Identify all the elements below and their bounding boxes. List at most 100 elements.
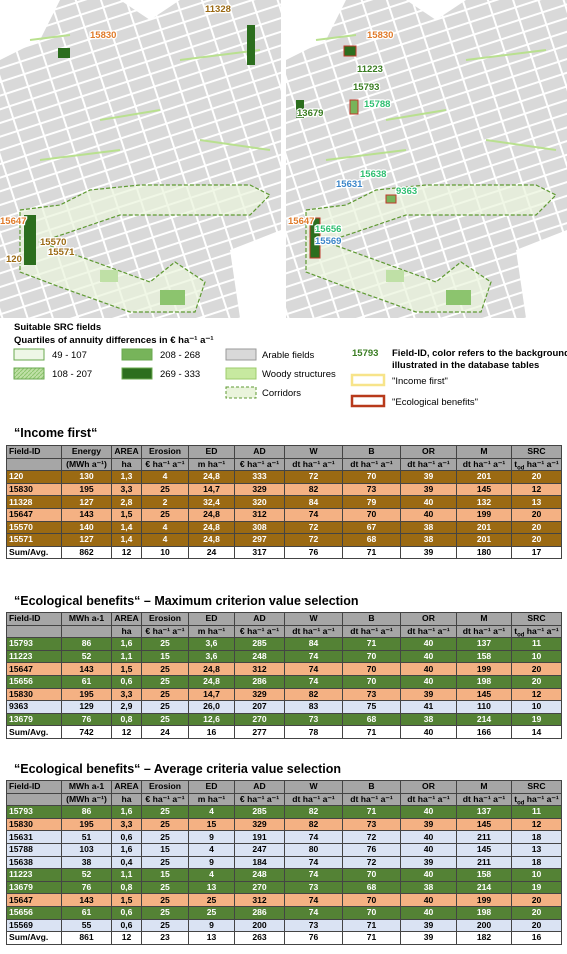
data-cell: 74 [284, 830, 343, 844]
header-cell: ha [111, 624, 142, 639]
data-cell: 74 [284, 674, 343, 689]
data-cell: 3,3 [111, 687, 142, 702]
data-cell: 73 [342, 687, 401, 702]
data-cell: 3,6 [188, 649, 235, 664]
data-cell: 82 [284, 817, 343, 832]
data-cell: 61 [61, 674, 112, 689]
data-row: 13679 76 0,8 25 13 270 73 68 38 214 19 [6, 880, 562, 895]
data-cell: 10 [511, 649, 562, 664]
swatch [225, 386, 257, 399]
header-cell: Field-ID [6, 445, 62, 459]
data-cell: 18 [511, 830, 562, 844]
data-cell: 0,8 [111, 712, 142, 727]
data-cell: 1,6 [111, 805, 142, 819]
data-cell: 15 [141, 842, 189, 857]
unit-part: t [514, 625, 518, 636]
data-cell: 10 [511, 868, 562, 882]
data-row: 15830 195 3,3 25 15 329 82 73 39 145 12 [6, 817, 562, 832]
data-cell: 4 [188, 842, 235, 857]
data-cell: 70 [342, 470, 401, 484]
data-cell: 71 [342, 918, 401, 933]
data-cell: 72 [342, 830, 401, 844]
data-cell: 40 [400, 649, 457, 664]
data-cell: 1,3 [111, 470, 142, 484]
data-cell: 15638 [6, 855, 62, 870]
header-cell: AD [234, 780, 285, 794]
data-cell: 70 [342, 905, 401, 920]
data-cell: 25 [141, 687, 189, 702]
data-cell: 214 [456, 712, 512, 727]
data-row: 15830 195 3,3 25 14,7 329 82 73 39 145 12 [6, 482, 562, 497]
field-label: 15793 [353, 82, 379, 93]
data-cell: 1,1 [111, 868, 142, 882]
data-cell: 20 [511, 533, 562, 547]
field-patch [385, 194, 397, 204]
data-cell: 82 [284, 687, 343, 702]
data-cell: 127 [61, 533, 112, 547]
data-cell: 70 [342, 662, 401, 676]
unit-part: od [517, 800, 525, 806]
data-cell: 270 [234, 712, 285, 727]
data-cell: 201 [456, 470, 512, 484]
legend-subtitle: Quartiles of annuity differences in € ha… [14, 335, 214, 346]
header-row: Field-ID MWh a-1 AREA Erosion ED AD W B OR M SRC [6, 780, 562, 794]
legend-text: "Income first" [392, 376, 448, 387]
field-label: 13679 [297, 108, 323, 119]
data-cell: 24,8 [188, 507, 235, 522]
data-cell: 25 [141, 637, 189, 651]
header-cell: tod ha⁻¹ a⁻¹ [511, 457, 562, 472]
header-cell: tod ha⁻¹ a⁻¹ [511, 792, 562, 807]
swatch [350, 394, 386, 408]
data-cell: 25 [141, 805, 189, 819]
swatch [121, 348, 153, 361]
data-cell: 110 [456, 700, 512, 714]
data-cell: 19 [511, 880, 562, 895]
data-cell: 145 [456, 817, 512, 832]
data-row: 120 130 1,3 4 24,8 333 72 70 39 201 20 [6, 470, 562, 484]
data-cell: 15788 [6, 842, 62, 857]
data-cell: 3,6 [188, 637, 235, 651]
data-cell: 15830 [6, 482, 62, 497]
data-cell: 40 [400, 674, 457, 689]
data-cell: 25 [141, 482, 189, 497]
sum-cell: 861 [61, 931, 112, 945]
data-cell: 67 [342, 520, 401, 535]
sum-cell: 17 [511, 545, 562, 560]
sum-cell: 76 [284, 545, 343, 560]
data-cell: 39 [400, 855, 457, 870]
data-cell: 25 [141, 817, 189, 832]
header-cell: m ha⁻¹ [188, 624, 235, 639]
data-cell: 86 [61, 805, 112, 819]
header-cell: MWh a-1 [61, 780, 112, 794]
data-cell: 73 [284, 712, 343, 727]
field-label: 15830 [90, 30, 116, 41]
data-cell: 75 [342, 700, 401, 714]
table-title: “Ecological benefits“ – Maximum criterio… [14, 594, 359, 608]
legend-label: 49 - 107 [52, 350, 87, 361]
swatch [121, 367, 153, 380]
data-row: 15793 86 1,6 25 4 285 82 71 40 137 11 [6, 805, 562, 819]
unit-part: t [514, 458, 518, 469]
field-label: 15647 [288, 216, 314, 227]
data-cell: 79 [342, 495, 401, 509]
data-cell: 15631 [6, 830, 62, 844]
legend-label: 208 - 268 [160, 350, 200, 361]
data-cell: 285 [234, 637, 285, 651]
field-label: 15830 [367, 30, 393, 41]
field-label: 15788 [364, 99, 390, 110]
data-cell: 68 [342, 533, 401, 547]
map-right [285, 0, 567, 319]
data-cell: 15 [141, 649, 189, 664]
header-cell: MWh a-1 [61, 612, 112, 626]
header-cell: € ha⁻¹ a⁻¹ [141, 792, 189, 807]
unit-part: t [514, 793, 518, 804]
data-row: 15830 195 3,3 25 14,7 329 82 73 39 145 12 [6, 687, 562, 702]
data-cell: 248 [234, 649, 285, 664]
data-cell: 38 [400, 533, 457, 547]
header-cell: W [284, 612, 343, 626]
header-cell [6, 624, 62, 639]
header-cell: dt ha⁻¹ a⁻¹ [284, 792, 343, 807]
data-cell: 1,5 [111, 893, 142, 907]
data-cell: 24,8 [188, 674, 235, 689]
data-cell: 74 [284, 507, 343, 522]
